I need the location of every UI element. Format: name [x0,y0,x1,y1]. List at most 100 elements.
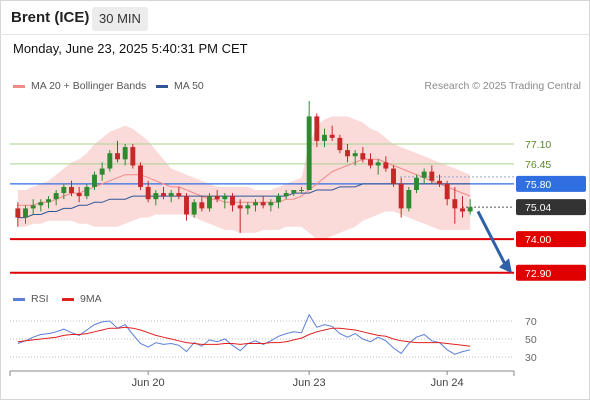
candle-body [145,186,151,200]
x-tick-label: Jun 20 [132,377,165,389]
bollinger-band [17,116,471,240]
candle-body [253,202,258,206]
candle-body [107,153,113,169]
candle-body [414,177,419,190]
candle-body [444,183,450,200]
candle-body [38,202,44,206]
candle-body [467,207,473,212]
candle-body [352,153,358,157]
candle-body [260,202,266,206]
candle-body [383,162,389,169]
level-tag-72.90 [516,264,586,281]
legend-ma20-bb: MA 20 + Bollinger Bands [13,80,146,92]
rsi-series-rsi [17,313,471,355]
datetime-label: Monday, June 23, 2025 5:40:31 PM CET [13,41,248,56]
candle-body [168,193,174,197]
candle-body [199,202,205,209]
candle-body [291,190,297,194]
forecast-arrow-head [499,258,512,274]
candle-body [92,174,97,187]
candle-body [452,199,458,209]
legend-ma50: MA 50 [156,80,204,92]
legend-9ma-label: 9MA [80,293,102,305]
candle-body [115,153,120,160]
candle-body [406,190,412,209]
candle-body [299,190,304,191]
forecast-arrow-shaft [476,210,507,265]
level-tag-75.80 [516,175,586,192]
candle-body [191,202,197,215]
candle-body [76,193,82,197]
rsi-series-9ma [17,326,471,347]
level-label-75.80: 75.80 [525,179,551,191]
instrument-title: Brent (ICE) [11,9,90,26]
header-bar: Brent (ICE) 30 MIN [0,0,590,35]
rsi-tick-50: 50 [525,334,537,346]
x-tick-label: Jun 23 [293,377,326,389]
level-tag-74.00 [516,231,586,248]
candle-body [337,137,343,151]
candle-body [230,196,235,206]
candle-body [429,171,435,181]
candle-body [460,208,465,212]
ma20-swatch [13,84,25,88]
candle-body [245,205,251,209]
rsi-tick-30: 30 [525,352,537,364]
legend-ma50-label: MA 50 [174,80,204,92]
ma20-line [17,158,471,206]
x-tick-label: Jun 24 [431,377,464,389]
level-tag-75.04 [516,199,586,216]
candle-body [15,208,21,218]
candle-body [329,134,335,138]
timeframe-button[interactable]: 30 MIN [92,7,148,31]
candle-body [214,196,220,200]
candle-body [237,205,243,209]
level-label-77.10: 77.10 [525,139,551,151]
candle-body [69,186,74,194]
candle-body [283,193,289,197]
candle-body [207,196,212,209]
candle-body [375,162,381,166]
candle-body [161,193,166,197]
level-label-72.90: 72.90 [525,268,551,280]
candle-body [23,208,28,218]
candle-body [276,196,281,203]
candle-body [314,116,320,141]
candle-body [30,205,36,209]
candle-body [130,147,136,166]
level-label-75.04: 75.04 [525,202,551,214]
legend-ma20-label: MA 20 + Bollinger Bands [31,80,147,92]
legend-rsi-label: RSI [31,293,49,305]
legend-rsi: RSI [13,293,49,305]
candle-body [46,199,51,203]
legend-9ma: 9MA [62,293,102,305]
candle-body [360,153,366,160]
candle-body [84,186,90,197]
ma50-swatch [156,84,168,88]
candle-body [138,165,143,187]
candle-body [53,193,59,200]
candle-body [268,202,274,206]
candle-body [398,183,404,209]
candle-body [122,147,128,160]
rsi-tick-70: 70 [525,316,537,328]
candle-body [153,193,159,200]
candle-body [437,180,442,184]
9ma-swatch [62,297,74,301]
candle-body [184,196,189,215]
candle-body [322,134,327,141]
candle-body [345,150,350,157]
candle-body [176,193,182,197]
credit-text: Research © 2025 Trading Central [424,80,581,92]
candle-body [391,168,396,184]
level-label-74.00: 74.00 [525,234,551,246]
candle-body [99,168,105,175]
candle-body [306,116,312,190]
rsi-swatch [13,297,25,301]
level-label-76.45: 76.45 [525,159,551,171]
ma50-line [17,183,471,219]
candle-body [61,186,67,194]
candle-body [368,159,373,166]
candle-body [222,196,228,200]
